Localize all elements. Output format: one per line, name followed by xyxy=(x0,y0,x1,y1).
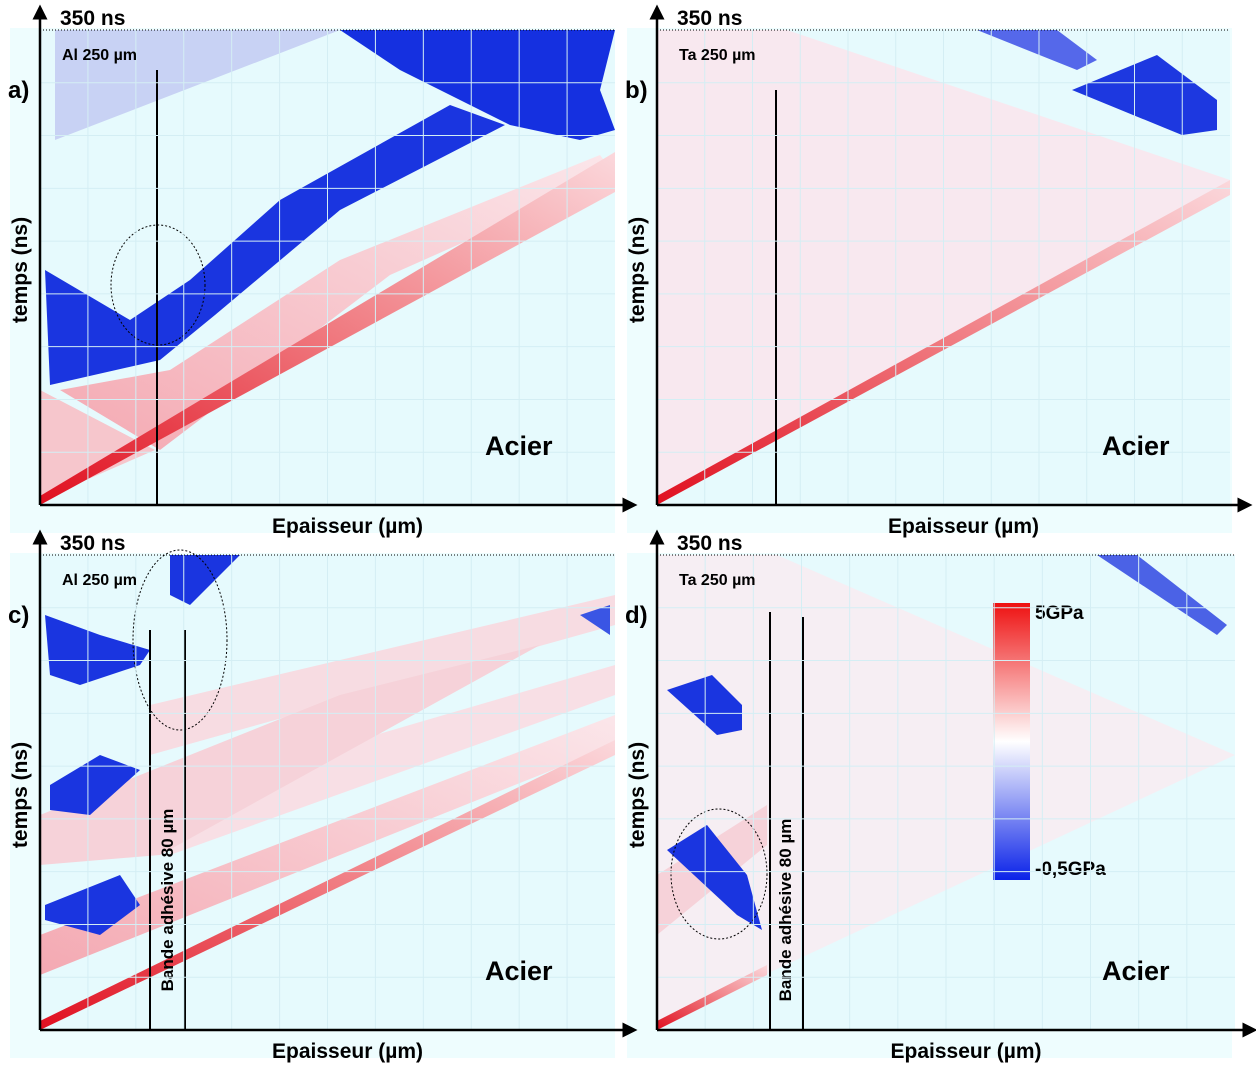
region xyxy=(657,965,767,1030)
material-label: Al 250 µm xyxy=(62,47,137,64)
material-label: Ta 250 µm xyxy=(679,572,756,589)
panel-label: c) xyxy=(8,602,29,629)
region xyxy=(1097,555,1227,635)
region xyxy=(40,645,540,865)
region xyxy=(50,755,140,815)
region-label: Acier xyxy=(485,956,553,986)
y-axis-label: temps (ns) xyxy=(626,742,649,848)
panel-label: b) xyxy=(625,77,648,104)
region xyxy=(1072,55,1217,135)
y-axis-label: temps (ns) xyxy=(9,217,32,323)
panel-label: d) xyxy=(625,602,648,629)
x-axis-label: Epaisseur (µm) xyxy=(888,515,1039,538)
colorbar xyxy=(993,603,1030,880)
region xyxy=(340,30,615,140)
x-axis-label: Epaisseur (µm) xyxy=(272,515,423,538)
y-axis-label: temps (ns) xyxy=(9,742,32,848)
time-label: 350 ns xyxy=(677,532,742,555)
frames: 350 ns Al 250 µm a) temps (ns) Epaisseur (µm… xyxy=(8,4,1256,1063)
region xyxy=(45,105,505,385)
x-axis-label: Epaisseur (µm) xyxy=(891,1040,1042,1063)
band-label: Bande adhésive 80 µm xyxy=(158,809,177,992)
time-label: 350 ns xyxy=(677,7,742,30)
panel-label: a) xyxy=(8,77,29,104)
y-axis-label: temps (ns) xyxy=(626,217,649,323)
ellipse xyxy=(670,808,768,940)
material-label: Al 250 µm xyxy=(62,572,137,589)
region xyxy=(170,665,615,855)
region xyxy=(40,390,155,500)
x-axis-label: Epaisseur (µm) xyxy=(272,1040,423,1063)
region xyxy=(580,605,610,635)
time-label: 350 ns xyxy=(60,532,125,555)
region-label: Acier xyxy=(1102,956,1170,986)
region-label: Acier xyxy=(1102,431,1170,461)
region xyxy=(977,30,1097,70)
band-label: Bande adhésive 80 µm xyxy=(776,819,795,1002)
region xyxy=(60,155,615,450)
material-label: Ta 250 µm xyxy=(679,47,756,64)
region xyxy=(667,675,742,735)
colorbar-min: -0,5GPa xyxy=(1035,859,1106,880)
region xyxy=(55,30,340,140)
region xyxy=(170,555,240,605)
region xyxy=(45,875,140,935)
region xyxy=(667,825,762,930)
region-label: Acier xyxy=(485,431,553,461)
region xyxy=(150,595,615,755)
region xyxy=(45,615,150,685)
time-label: 350 ns xyxy=(60,7,125,30)
ellipse xyxy=(132,549,228,731)
ellipse xyxy=(110,224,206,346)
